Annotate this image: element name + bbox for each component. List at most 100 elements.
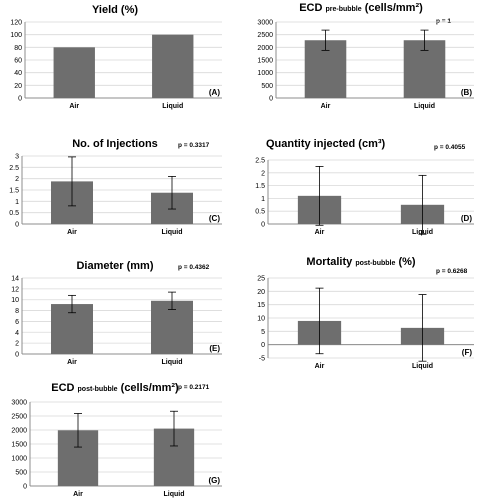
y-tick-label: 60 [14,58,22,65]
x-tick-label: Air [67,229,77,236]
chart-panel-a: Yield (%) 0 20 40 60 80 100 120 Air Liquid (A) [0,0,230,120]
y-tick-label: 500 [261,83,273,90]
x-tick-label: Liquid [414,103,435,110]
bar-chart-d: 0 0.5 1 1.5 2 2.5 Air Liquid (D) [255,158,474,236]
y-tick-label: 6 [15,319,19,326]
bar-liquid [152,34,194,98]
y-tick-label: 0.5 [9,210,19,217]
bar-chart-e: 0 2 4 6 8 10 12 14 Air Liquid (E) [11,276,222,366]
y-tick-label: 14 [11,276,19,283]
y-tick-label: 500 [15,470,27,477]
y-tick-label: 10 [257,316,265,323]
y-tick-label: 3 [15,154,19,161]
x-tick-label: Liquid [162,103,183,110]
y-tick-label: 20 [14,83,22,90]
p-value: p = 0.2171 [178,384,210,391]
chart-title: Mortality post-bubble (%) [246,256,476,268]
x-tick-label: Air [321,103,331,110]
chart-panel-b: ECD pre-bubble (cells/mm²) p = 1 0 500 100… [246,0,476,120]
y-tick-label: 0 [15,352,19,359]
y-tick-label: 1500 [11,442,27,449]
chart-panel-f: Mortality post-bubble (%) p = 0.6268 -5 0… [246,254,476,374]
y-tick-label: 2500 [11,414,27,421]
title-main: Yield (%) [91,4,139,16]
p-value: p = 0.3317 [178,142,210,149]
panel-label: (B) [461,88,472,97]
x-tick-label: Air [315,363,325,370]
chart-panel-g: ECD post-bubble (cells/mm²) p = 0.2171 0… [0,380,230,498]
y-tick-label: 120 [10,20,22,27]
title-main: Diameter (mm) [76,260,154,272]
chart-title: Quantity injected (cm³) [266,138,476,150]
title-sub: post-bubble [355,260,396,267]
title-main: Quantity injected (cm³) [266,138,386,150]
y-tick-label: 1 [15,199,19,206]
x-tick-label: Liquid [162,359,183,366]
y-tick-label: 40 [14,70,22,77]
y-tick-label: 0 [18,96,22,103]
title-main: ECD [299,2,326,14]
y-tick-label: 2.5 [255,158,265,165]
y-tick-label: 0 [15,222,19,229]
bar-chart-b: 0 500 1000 1500 2000 2500 3000 Air Liquid (B) [257,20,474,110]
chart-title: No. of Injections [0,138,230,150]
y-tick-label: 0 [269,96,273,103]
y-tick-label: 8 [15,308,19,315]
y-tick-label: 0 [261,342,265,349]
bar-chart-g: 0 500 1000 1500 2000 2500 3000 Air Liquid (G) [11,400,222,498]
title-main: ECD [51,382,78,394]
y-tick-label: 5 [261,329,265,336]
y-tick-label: 2000 [257,45,273,52]
chart-title: Diameter (mm) [0,260,230,272]
y-tick-label: 15 [257,302,265,309]
chart-panel-e: Diameter (mm) p = 0.4362 0 2 4 6 8 10 12 14 Air L… [0,258,230,373]
y-tick-label: 2.5 [9,165,19,172]
panel-label: (D) [461,214,472,223]
bar-chart-c: 0 0.5 1 1.5 2 2.5 3 Air Liquid (C) [9,154,222,236]
y-tick-label: 2 [261,170,265,177]
panel-label: (C) [209,214,220,223]
title-main: Mortality [306,256,356,268]
x-tick-label: Air [73,491,83,498]
y-tick-label: 25 [257,276,265,283]
p-value: p = 0.4362 [178,264,210,271]
chart-panel-c: No. of Injections p = 0.3317 0 0.5 1 1.5 2 2.… [0,136,230,246]
chart-title: ECD pre-bubble (cells/mm²) [246,2,476,14]
chart-panel-d: Quantity injected (cm³) p = 0.4055 0 0.5 1… [246,136,476,246]
y-tick-label: 1 [261,196,265,203]
y-tick-label: 100 [10,32,22,39]
x-tick-label: Liquid [164,491,185,498]
x-tick-label: Liquid [412,363,433,370]
y-tick-label: 3000 [257,20,273,27]
x-tick-label: Air [315,229,325,236]
y-tick-label: 4 [15,330,19,337]
title-end: (%) [395,256,416,268]
y-tick-label: 0 [261,222,265,229]
chart-title: Yield (%) [0,4,230,16]
y-tick-label: 0 [23,484,27,491]
bar-chart-f: -5 0 5 10 15 20 25 Air Liquid (F) [257,276,474,370]
title-sub: post-bubble [77,386,118,393]
x-tick-label: Air [67,359,77,366]
y-tick-label: 1000 [11,456,27,463]
y-tick-label: 20 [257,289,265,296]
x-tick-label: Air [69,103,79,110]
x-tick-label: Liquid [412,229,433,236]
y-tick-label: 10 [11,297,19,304]
y-tick-label: 1.5 [9,188,19,195]
y-tick-label: 80 [14,45,22,52]
bar-chart-a: 0 20 40 60 80 100 120 Air Liquid (A) [10,20,222,110]
title-sub: pre-bubble [325,6,362,13]
title-end: (cells/mm²) [117,382,179,394]
bar-air [53,47,95,98]
y-tick-label: 2 [15,341,19,348]
p-value: p = 1 [436,18,451,25]
y-tick-label: -5 [259,356,265,363]
y-tick-label: 2000 [11,428,27,435]
chart-title: ECD post-bubble (cells/mm²) [0,382,230,394]
x-tick-label: Liquid [162,229,183,236]
y-tick-label: 1000 [257,70,273,77]
title-end: (cells/mm²) [361,2,423,14]
panel-label: (E) [209,344,220,353]
panel-label: (F) [462,348,473,357]
